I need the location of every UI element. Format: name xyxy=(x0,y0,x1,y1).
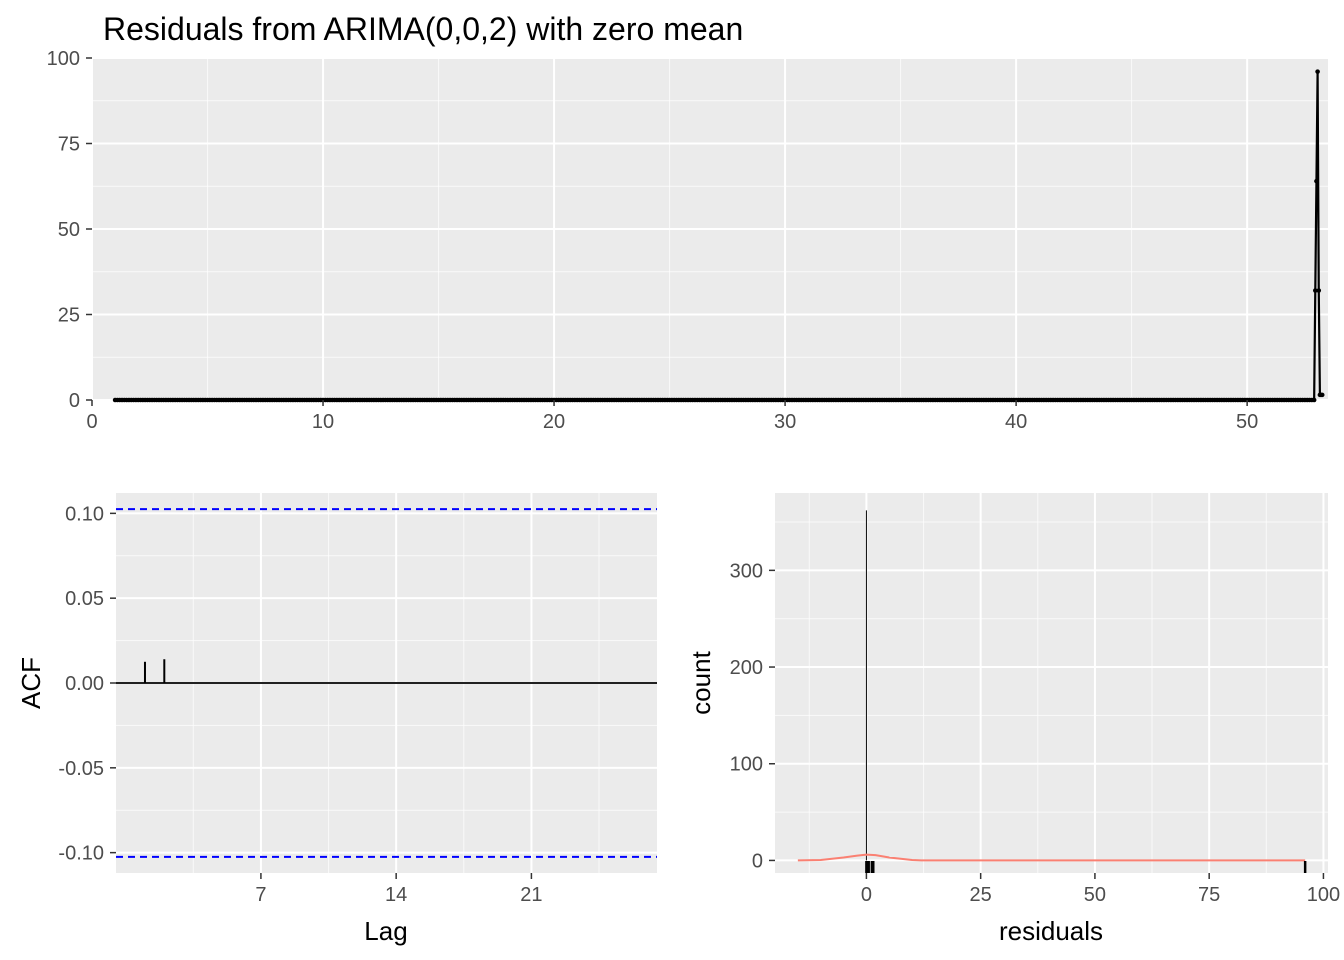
plot-title: Residuals from ARIMA(0,0,2) with zero me… xyxy=(103,11,743,47)
histogram-x-tick-label: 50 xyxy=(1084,884,1106,906)
residual-series-point xyxy=(1315,69,1320,74)
residual-series-point xyxy=(1311,397,1317,403)
histogram-y-tick-label: 300 xyxy=(730,560,763,582)
histogram-x-axis-title: residuals xyxy=(999,916,1103,946)
histogram-y-tick-label: 0 xyxy=(752,850,763,872)
histogram-axes: 0 25 50 75 100 0 100 200 300 xyxy=(730,560,1340,906)
acf-x-tick-label: 14 xyxy=(385,884,407,906)
histogram-y-axis-title: count xyxy=(686,650,716,714)
residual-series-x-tick-label: 50 xyxy=(1236,411,1258,433)
residual-series-panel: 0 10 20 30 40 50 0 25 50 75 100 xyxy=(47,48,1328,433)
acf-x-tick-label: 21 xyxy=(520,884,542,906)
acf-x-tick-label: 7 xyxy=(255,884,266,906)
acf-y-tick-label: -0.10 xyxy=(58,843,104,865)
histogram-x-tick-label: 25 xyxy=(970,884,992,906)
residual-series-x-tick-label: 10 xyxy=(312,411,334,433)
residual-series-y-tick-label: 75 xyxy=(58,134,80,156)
acf-marks xyxy=(116,508,657,858)
histogram-x-tick-label: 100 xyxy=(1307,884,1340,906)
histogram-grid xyxy=(775,493,1328,873)
residual-series-x-tick-label: 0 xyxy=(86,411,97,433)
residual-series-marks xyxy=(112,69,1325,403)
residual-series-axes: 0 10 20 30 40 50 0 25 50 75 100 xyxy=(47,48,1259,433)
acf-y-tick-label: 0.10 xyxy=(65,503,104,525)
acf-axes: 7 14 21 -0.10 -0.05 0.00 0.05 0.10 xyxy=(58,503,542,906)
residual-series-point xyxy=(1312,288,1318,293)
residual-series-y-tick-label: 0 xyxy=(69,390,80,412)
histogram-x-tick-label: 75 xyxy=(1198,884,1220,906)
histogram-y-tick-label: 200 xyxy=(730,657,763,679)
acf-y-axis-title: ACF xyxy=(16,657,46,709)
residual-series-x-tick-label: 40 xyxy=(1005,411,1027,433)
acf-y-tick-label: -0.05 xyxy=(58,758,104,780)
acf-y-tick-label: 0.05 xyxy=(65,588,104,610)
residual-series-point xyxy=(1316,288,1322,293)
acf-panel: 7 14 21 -0.10 -0.05 0.00 0.05 0.10 Lag ACF xyxy=(16,493,657,946)
residual-series-y-tick-label: 50 xyxy=(58,219,80,241)
histogram-y-tick-label: 100 xyxy=(730,754,763,776)
residual-series-point xyxy=(1319,392,1325,398)
histogram-marks xyxy=(797,510,1307,873)
acf-y-tick-label: 0.00 xyxy=(65,673,104,695)
histogram-panel: 0 25 50 75 100 0 100 200 300 residuals count xyxy=(686,493,1340,946)
residual-series-point xyxy=(1314,178,1319,184)
residual-series-y-tick-label: 100 xyxy=(47,48,80,70)
acf-x-axis-title: Lag xyxy=(364,916,407,946)
histogram-background xyxy=(775,493,1328,873)
histogram-density-curve xyxy=(797,853,1306,862)
residual-series-y-tick-label: 25 xyxy=(58,305,80,327)
histogram-x-tick-label: 0 xyxy=(861,884,872,906)
residual-series-x-tick-label: 20 xyxy=(543,411,565,433)
residual-series-x-tick-label: 30 xyxy=(774,411,796,433)
